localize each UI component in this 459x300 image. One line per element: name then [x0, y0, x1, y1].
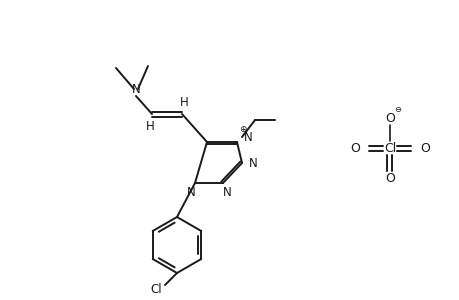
Text: O: O — [419, 142, 429, 154]
Text: O: O — [349, 142, 359, 154]
Text: N: N — [222, 185, 231, 199]
Text: Cl: Cl — [383, 142, 395, 154]
Text: O: O — [384, 112, 394, 124]
Text: N: N — [248, 157, 257, 169]
Text: N: N — [131, 82, 140, 95]
Text: N: N — [243, 130, 252, 143]
Text: O: O — [384, 172, 394, 184]
Text: N: N — [186, 185, 195, 199]
Text: Cl: Cl — [150, 284, 162, 296]
Text: ⊕: ⊕ — [239, 124, 246, 134]
Text: H: H — [146, 119, 154, 133]
Text: ⊖: ⊖ — [394, 104, 401, 113]
Text: H: H — [179, 95, 188, 109]
